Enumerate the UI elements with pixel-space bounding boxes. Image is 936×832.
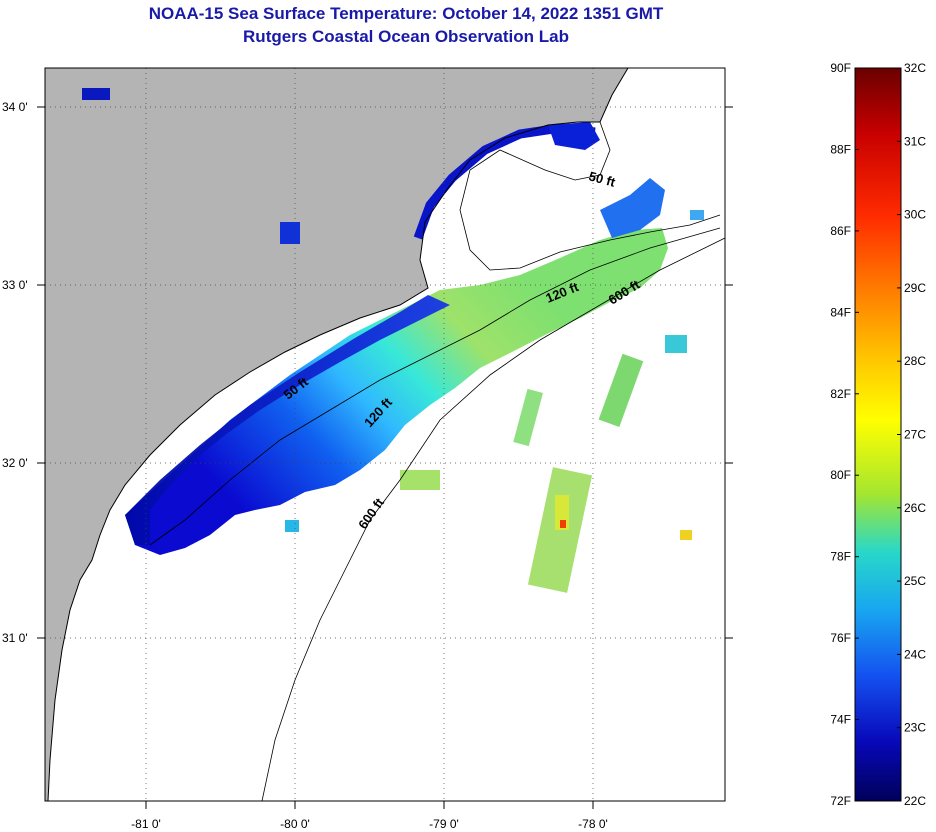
isobath-lines — [149, 121, 726, 802]
sst-scattered-pixels — [82, 88, 704, 593]
colorbar-celsius-label: 32C — [904, 61, 926, 75]
colorbar — [854, 67, 902, 802]
colorbar-fahrenheit-label: 76F — [830, 631, 851, 645]
lon-label: -79 0' — [429, 817, 459, 831]
coastline — [47, 67, 629, 802]
sst-nearshore-band — [125, 295, 450, 545]
lon-label: -78 0' — [578, 817, 608, 831]
colorbar-fahrenheit-label: 78F — [830, 550, 851, 564]
land-mass — [45, 68, 628, 801]
lon-label: -81 0' — [131, 817, 161, 831]
lat-label: 34 0' — [2, 100, 28, 114]
grid-lines — [45, 68, 725, 801]
map-subtitle: Rutgers Coastal Ocean Observation Lab — [243, 27, 569, 46]
colorbar-celsius-label: 23C — [904, 721, 926, 735]
map-frame — [44, 67, 726, 802]
colorbar-celsius-label: 29C — [904, 281, 926, 295]
map-title: NOAA-15 Sea Surface Temperature: October… — [148, 4, 664, 23]
colorbar-labels: 90F 88F 86F 84F 82F 80F 78F 76F 74F 72F 32C 31C 30C 2… — [830, 61, 926, 808]
colorbar-celsius-label: 28C — [904, 354, 926, 368]
colorbar-fahrenheit-label: 80F — [830, 468, 851, 482]
sst-long-bay-edge — [548, 122, 600, 150]
colorbar-celsius-label: 27C — [904, 428, 926, 442]
isobath-label-50-north: 50 ft — [587, 168, 617, 190]
colorbar-fahrenheit-label: 84F — [830, 305, 851, 319]
colorbar-fahrenheit-label: 74F — [830, 713, 851, 727]
colorbar-celsius-label: 26C — [904, 501, 926, 515]
colorbar-fahrenheit-label: 72F — [830, 794, 851, 808]
sst-offshore-band — [125, 228, 668, 555]
sst-cape-fear-patch — [600, 178, 665, 238]
colorbar-fahrenheit-label: 82F — [830, 387, 851, 401]
colorbar-celsius-label: 31C — [904, 134, 926, 148]
lat-label: 31 0' — [2, 631, 28, 645]
colorbar-fahrenheit-label: 86F — [830, 224, 851, 238]
map-ticks — [37, 106, 733, 809]
lat-label: 32 0' — [2, 456, 28, 470]
lon-label: -80 0' — [280, 817, 310, 831]
colorbar-celsius-label: 30C — [904, 208, 926, 222]
colorbar-fahrenheit-label: 90F — [830, 61, 851, 75]
colorbar-celsius-label: 24C — [904, 647, 926, 661]
colorbar-fahrenheit-label: 88F — [830, 142, 851, 156]
axis-labels: 34 0' 33 0' 32 0' 31 0' -81 0' -80 0' -7… — [2, 100, 608, 831]
colorbar-celsius-label: 22C — [904, 794, 926, 808]
colorbar-celsius-label: 25C — [904, 574, 926, 588]
lat-label: 33 0' — [2, 278, 28, 292]
